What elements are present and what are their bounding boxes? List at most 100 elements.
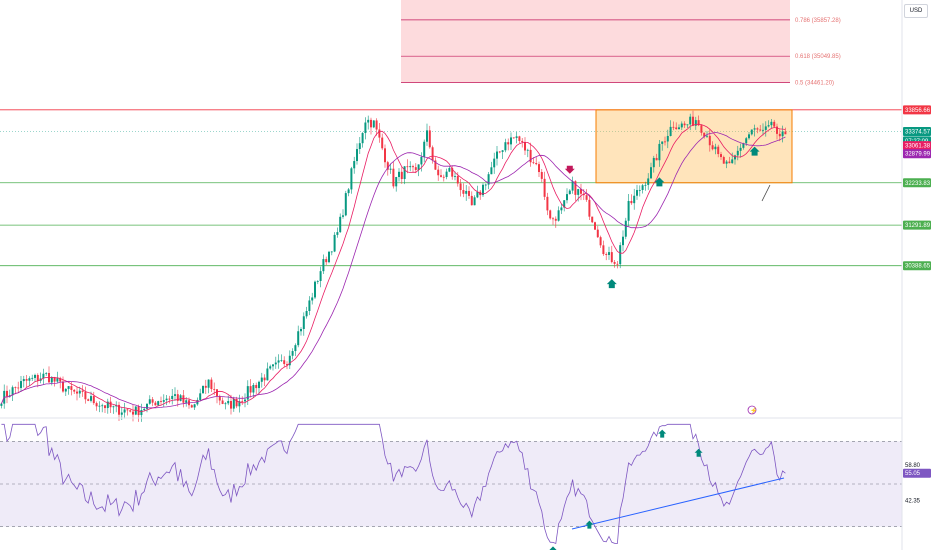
candle-body [638,189,641,191]
candle-body [302,316,305,329]
candle-body [571,181,574,191]
candle-body [750,129,753,135]
candle-body [725,161,728,164]
buy-arrow-icon [606,279,617,289]
candle-body [512,137,515,139]
candle-body [81,390,84,392]
currency-badge[interactable]: USD [904,4,928,18]
candle-body [375,120,378,130]
candle-body [319,271,322,282]
candle-body [129,410,132,412]
candle-body [498,151,501,153]
fib-zone: 0.786 (35857.28) 0.618 (35049.85) 0.5 (344… [401,0,841,87]
price-tag: 32879.99 [905,152,931,158]
candle-body [431,147,434,161]
candle-body [526,149,529,151]
lightning-icon[interactable] [747,405,757,415]
candle-body [739,147,742,151]
candle-body [76,391,78,394]
candle-body [174,394,176,396]
candle-body [468,190,470,196]
candle-body [288,355,291,366]
candle-body [602,245,605,255]
candle-body [241,401,244,402]
candle-body [619,245,622,265]
price-tag: 33061.38 [905,144,931,150]
candle-body [784,131,787,135]
rsi-trendline [571,477,785,530]
currency-label: USD [909,8,923,14]
fib-level-label: 0.618 (35049.85) [795,54,841,60]
candle-body [445,171,448,178]
candle-body [456,176,459,184]
candle-body [11,387,14,396]
candle-body [476,191,479,198]
candle-body [473,197,476,206]
candle-body [148,399,151,404]
candle-body [644,184,647,186]
candle-body [314,281,316,298]
candle-body [417,164,420,170]
candle-body [451,168,454,177]
candle-body [132,411,134,415]
candle-body [711,145,714,150]
candle-body [459,183,462,191]
candle-body [630,200,633,204]
candle-body [664,141,666,143]
candle-body [745,138,748,144]
candle-body [776,126,778,134]
candle-body [378,129,381,138]
candle-body [398,171,400,178]
resistance-tag-bg [903,105,931,115]
candle-body [423,141,426,157]
candle-body [249,386,252,393]
candle-body [386,162,389,170]
candle-body [272,364,274,367]
candle-body [364,122,367,134]
candle-body [325,259,328,263]
candle-body [599,237,602,246]
candle-body [140,410,143,416]
candle-body [762,129,764,131]
candle-body [568,190,571,195]
candle-body [8,395,11,397]
candle-body [538,164,540,173]
candle-body [493,158,496,168]
candle-body [73,389,76,392]
candle-body [585,195,588,200]
candle-body [482,184,484,196]
fib-level-label: 0.786 (35857.28) [795,18,841,24]
candle-body [232,398,235,409]
candle-body [428,130,431,148]
candle-body [437,169,440,176]
candle-body [748,134,750,139]
candle-body [636,190,638,196]
candle-body [104,405,106,409]
candle-body [697,120,700,126]
candle-body [655,157,658,161]
candle-body [633,195,636,204]
candle-body [210,379,213,390]
candle-body [400,171,403,180]
candle-body [0,403,3,406]
candle-body [689,116,692,125]
candle-body [591,216,594,223]
candle-body [487,174,490,185]
candle-body [532,162,535,164]
price-tag-bg [903,149,931,159]
candle-body [672,126,675,128]
candle-body [64,388,67,392]
price-pane [0,0,902,418]
candle-body [756,128,759,130]
candle-body [230,401,232,409]
candle-body [535,163,538,165]
candle-body [25,379,28,381]
candle-body [414,167,417,170]
candle-body [146,403,148,409]
candle-body [286,364,288,366]
candle-body [426,130,428,142]
candle-body [577,189,580,195]
candle-body [62,381,64,392]
candle-body [171,395,174,399]
